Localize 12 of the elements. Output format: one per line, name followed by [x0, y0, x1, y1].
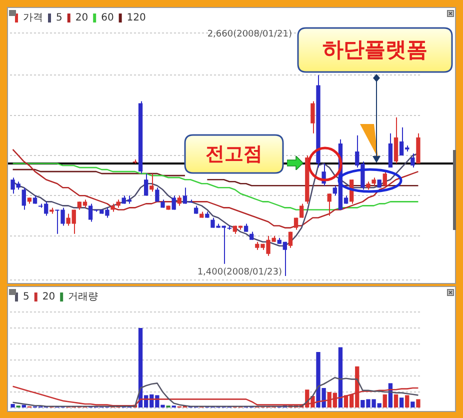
legend-label: 거래량	[68, 292, 98, 303]
legend-label: 5	[56, 12, 62, 24]
legend-label: 60	[101, 12, 114, 24]
annotation: 1,400(2008/01/23)	[197, 267, 282, 278]
text: 하단플랫폼	[322, 37, 428, 62]
legend-label: 가격	[23, 12, 43, 24]
text: 2,660(2008/01/21)	[207, 29, 292, 40]
legend-label: 20	[42, 292, 56, 303]
legend-label: 20	[75, 12, 88, 24]
legend-label: 5	[23, 292, 30, 303]
annotation: 전고점	[206, 142, 262, 165]
legend-label: 120	[126, 12, 146, 24]
